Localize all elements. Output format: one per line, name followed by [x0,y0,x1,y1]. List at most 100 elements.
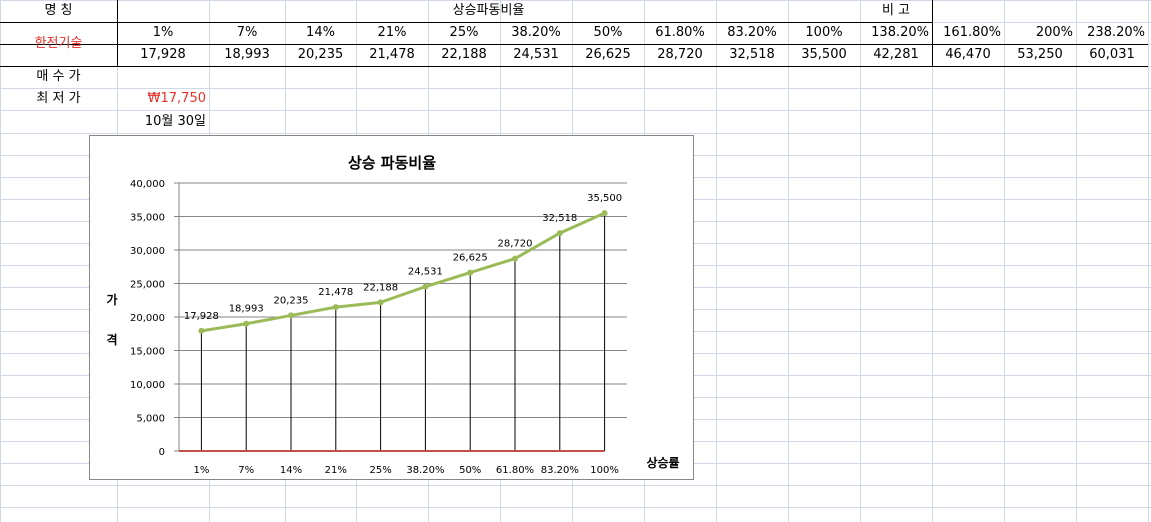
chart-title: 상승 파동비율 [348,154,436,172]
x-tick-label: 14% [280,465,302,476]
grid-row-line [0,507,1151,508]
percent-cell[interactable]: 100% [805,25,843,40]
data-point [556,230,563,237]
data-point [512,255,518,262]
buy-price-label[interactable]: 매 수 가 [36,69,81,84]
data-label: 21,478 [318,287,353,298]
x-tick-label: 38.20% [406,465,444,476]
percent-cell[interactable]: 1% [152,25,174,40]
y-tick-label: 10,000 [130,380,165,391]
ratio-header[interactable]: 상승파동비율 [452,3,525,18]
data-label: 18,993 [229,304,264,315]
data-point [601,210,608,217]
x-tick-label: 1% [193,465,209,476]
x-tick-label: 100% [590,465,619,476]
y-tick-label: 25,000 [130,280,165,291]
grid-column-line [1076,0,1077,522]
price-cell[interactable]: 22,188 [441,47,487,62]
price-cell[interactable]: 53,250 [1017,47,1063,62]
x-tick-label: 21% [325,465,347,476]
x-tick-label: 83.20% [541,465,579,476]
y-tick-label: 5,000 [136,414,165,425]
price-series-line [201,211,606,333]
data-point [288,312,294,319]
price-cell[interactable]: 60,031 [1089,47,1135,62]
price-cell[interactable]: 35,500 [801,47,847,62]
low-price-value[interactable]: ₩17,750 [147,91,206,106]
y-tick-label: 15,000 [130,347,165,358]
price-cell[interactable]: 21,478 [369,47,415,62]
x-tick-label: 25% [369,465,391,476]
grid-row-line [0,88,1151,89]
percent-cell[interactable]: 14% [306,25,335,40]
table-border [0,66,1148,67]
percent-cell[interactable]: 200% [1035,25,1073,40]
data-label: 17,928 [184,311,219,322]
grid-row-line [0,485,1151,486]
name-header[interactable]: 명 칭 [44,3,73,18]
data-label: 20,235 [274,295,309,306]
grid-column-line [716,0,717,522]
y-tick-label: 35,000 [130,213,165,224]
price-cell[interactable]: 17,928 [140,47,186,62]
y-tick-label: 0 [159,447,165,458]
table-border [932,0,933,66]
x-tick-label: 7% [238,465,254,476]
price-cell[interactable]: 26,625 [585,47,631,62]
y-tick-label: 30,000 [130,246,165,257]
data-point [332,304,339,311]
percent-cell[interactable]: 21% [377,25,407,40]
percent-cell[interactable]: 83.20% [727,25,777,40]
y-axis-label: 격 [106,332,117,347]
data-label: 32,518 [542,213,577,224]
price-cell[interactable]: 28,720 [657,47,703,62]
grid-row-line [0,133,1151,134]
price-cell[interactable]: 24,531 [513,47,559,62]
rise-wave-chart[interactable]: 상승 파동비율 0 5,000 10,000 15,000 20,000 25,000 30,… [89,135,694,480]
percent-cell[interactable]: 138.20% [871,25,929,40]
y-tick-label: 20,000 [130,313,165,324]
data-label: 35,500 [587,193,622,204]
company-name[interactable]: 한전기술 [34,36,83,51]
x-tick-label: 61.80% [496,465,534,476]
grid-column-line [1148,0,1149,522]
data-label: 24,531 [408,267,443,278]
percent-cell[interactable]: 161.80% [943,25,1001,40]
grid-column-line [0,0,1,522]
chart-svg: 상승 파동비율 0 5,000 10,000 15,000 20,000 25,000 30,… [106,154,679,476]
price-cell[interactable]: 18,993 [224,47,270,62]
data-point [377,299,384,306]
y-tick-label: 40,000 [130,179,165,190]
table-border [0,22,932,23]
data-point [198,327,205,334]
grid-column-line [860,0,861,522]
data-label: 28,720 [498,239,533,250]
percent-cell[interactable]: 38.20% [511,25,561,40]
price-cell[interactable]: 20,235 [297,47,344,62]
data-label: 26,625 [453,253,488,264]
low-price-label[interactable]: 최 저 가 [36,91,81,106]
grid-row-line [0,0,1151,1]
y-axis-label: 가 [106,292,117,307]
percent-cell[interactable]: 61.80% [655,25,705,40]
data-point [422,283,429,290]
grid-column-line [932,0,933,522]
data-point [243,320,250,327]
table-border [117,0,118,66]
grid-row-line [0,110,1151,111]
percent-cell[interactable]: 25% [449,25,479,40]
percent-cell[interactable]: 238.20% [1087,25,1145,40]
table-border [0,44,1148,45]
data-label: 22,188 [363,282,398,293]
price-cell[interactable]: 46,470 [945,47,991,62]
price-cell[interactable]: 32,518 [729,47,775,62]
x-axis-label: 상승률 [646,455,679,470]
note-header[interactable]: 비 고 [881,3,911,18]
grid-column-line [1004,0,1005,522]
percent-cell[interactable]: 50% [593,25,623,40]
price-cell[interactable]: 42,281 [873,47,919,62]
grid-column-line [788,0,789,522]
percent-cell[interactable]: 7% [236,25,258,40]
data-point [467,269,474,276]
date-value[interactable]: 10월 30일 [144,114,206,129]
